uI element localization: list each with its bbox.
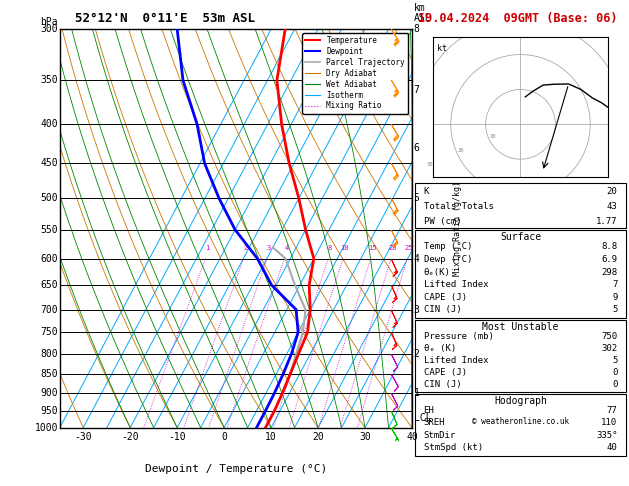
Text: 0: 0 bbox=[612, 368, 618, 377]
Text: 950: 950 bbox=[40, 406, 58, 416]
Text: 1: 1 bbox=[414, 388, 420, 398]
Text: 10: 10 bbox=[265, 432, 277, 442]
Text: 350: 350 bbox=[40, 75, 58, 85]
Text: 110: 110 bbox=[601, 418, 618, 427]
Text: 3: 3 bbox=[414, 305, 420, 314]
Text: Most Unstable: Most Unstable bbox=[482, 322, 559, 332]
Text: 5: 5 bbox=[612, 356, 618, 365]
Text: CIN (J): CIN (J) bbox=[423, 380, 461, 389]
Text: CAPE (J): CAPE (J) bbox=[423, 368, 467, 377]
Text: LCL: LCL bbox=[414, 413, 431, 423]
Text: km
ASL: km ASL bbox=[414, 3, 431, 23]
Text: hPa: hPa bbox=[40, 17, 58, 27]
Text: 5: 5 bbox=[612, 306, 618, 314]
Text: PW (cm): PW (cm) bbox=[423, 217, 461, 226]
Text: 650: 650 bbox=[40, 280, 58, 290]
Text: 1000: 1000 bbox=[35, 423, 58, 433]
Text: 20: 20 bbox=[607, 187, 618, 195]
Text: StmDir: StmDir bbox=[423, 431, 456, 440]
Bar bbox=[415, 183, 626, 228]
Text: 77: 77 bbox=[607, 406, 618, 415]
Text: 4: 4 bbox=[284, 245, 289, 251]
Text: 7: 7 bbox=[414, 85, 420, 94]
Text: Dewpoint / Temperature (°C): Dewpoint / Temperature (°C) bbox=[145, 464, 327, 473]
Text: CIN (J): CIN (J) bbox=[423, 306, 461, 314]
Text: 15: 15 bbox=[368, 245, 377, 251]
Text: 850: 850 bbox=[40, 369, 58, 379]
Text: 3: 3 bbox=[267, 245, 271, 251]
Text: 750: 750 bbox=[601, 332, 618, 341]
Text: Totals Totals: Totals Totals bbox=[423, 202, 493, 211]
Text: Dewp (°C): Dewp (°C) bbox=[423, 255, 472, 264]
Text: Surface: Surface bbox=[500, 232, 541, 243]
Text: 25: 25 bbox=[404, 245, 413, 251]
Text: 750: 750 bbox=[40, 328, 58, 337]
Text: 300: 300 bbox=[40, 24, 58, 34]
Text: 30: 30 bbox=[359, 432, 371, 442]
Text: 335°: 335° bbox=[596, 431, 618, 440]
Text: 19.04.2024  09GMT (Base: 06): 19.04.2024 09GMT (Base: 06) bbox=[418, 12, 618, 25]
Text: -20: -20 bbox=[121, 432, 139, 442]
Text: 1: 1 bbox=[206, 245, 209, 251]
Text: 0: 0 bbox=[612, 380, 618, 389]
Text: 20: 20 bbox=[389, 245, 397, 251]
Text: Lifted Index: Lifted Index bbox=[423, 280, 488, 289]
Text: Mixing Ratio (g/kg): Mixing Ratio (g/kg) bbox=[454, 181, 462, 276]
Text: 550: 550 bbox=[40, 225, 58, 235]
Bar bbox=[415, 394, 626, 455]
Text: 800: 800 bbox=[40, 349, 58, 359]
Text: 400: 400 bbox=[40, 120, 58, 129]
Text: 2: 2 bbox=[243, 245, 248, 251]
Text: 302: 302 bbox=[601, 344, 618, 353]
Text: 2: 2 bbox=[414, 349, 420, 359]
Text: 8: 8 bbox=[328, 245, 332, 251]
Text: 20: 20 bbox=[312, 432, 324, 442]
Text: Lifted Index: Lifted Index bbox=[423, 356, 488, 365]
Text: Pressure (mb): Pressure (mb) bbox=[423, 332, 493, 341]
Text: 5: 5 bbox=[414, 193, 420, 203]
Text: -30: -30 bbox=[74, 432, 92, 442]
Text: 500: 500 bbox=[40, 193, 58, 203]
Text: 6.9: 6.9 bbox=[601, 255, 618, 264]
Text: -10: -10 bbox=[169, 432, 186, 442]
Text: 450: 450 bbox=[40, 158, 58, 168]
Text: © weatheronline.co.uk: © weatheronline.co.uk bbox=[472, 417, 569, 426]
Text: 0: 0 bbox=[221, 432, 227, 442]
Bar bbox=[415, 230, 626, 318]
Text: 8.8: 8.8 bbox=[601, 243, 618, 251]
Text: 298: 298 bbox=[601, 268, 618, 277]
Text: 900: 900 bbox=[40, 388, 58, 398]
Text: 600: 600 bbox=[40, 254, 58, 263]
Text: EH: EH bbox=[423, 406, 434, 415]
Text: K: K bbox=[423, 187, 429, 195]
Text: 43: 43 bbox=[607, 202, 618, 211]
Legend: Temperature, Dewpoint, Parcel Trajectory, Dry Adiabat, Wet Adiabat, Isotherm, Mi: Temperature, Dewpoint, Parcel Trajectory… bbox=[302, 33, 408, 114]
Text: 10: 10 bbox=[340, 245, 349, 251]
Text: Hodograph: Hodograph bbox=[494, 396, 547, 406]
Bar bbox=[415, 320, 626, 392]
Text: CAPE (J): CAPE (J) bbox=[423, 293, 467, 302]
Text: 9: 9 bbox=[612, 293, 618, 302]
Text: 52°12'N  0°11'E  53m ASL: 52°12'N 0°11'E 53m ASL bbox=[75, 12, 255, 25]
Text: 1.77: 1.77 bbox=[596, 217, 618, 226]
Text: 40: 40 bbox=[406, 432, 418, 442]
Text: Temp (°C): Temp (°C) bbox=[423, 243, 472, 251]
Text: 8: 8 bbox=[414, 24, 420, 34]
Text: θₑ (K): θₑ (K) bbox=[423, 344, 456, 353]
Text: SREH: SREH bbox=[423, 418, 445, 427]
Text: 700: 700 bbox=[40, 305, 58, 314]
Text: 4: 4 bbox=[414, 254, 420, 263]
Text: θₑ(K): θₑ(K) bbox=[423, 268, 450, 277]
Text: StmSpd (kt): StmSpd (kt) bbox=[423, 443, 482, 452]
Text: 6: 6 bbox=[414, 143, 420, 153]
Text: 7: 7 bbox=[612, 280, 618, 289]
Text: 40: 40 bbox=[607, 443, 618, 452]
